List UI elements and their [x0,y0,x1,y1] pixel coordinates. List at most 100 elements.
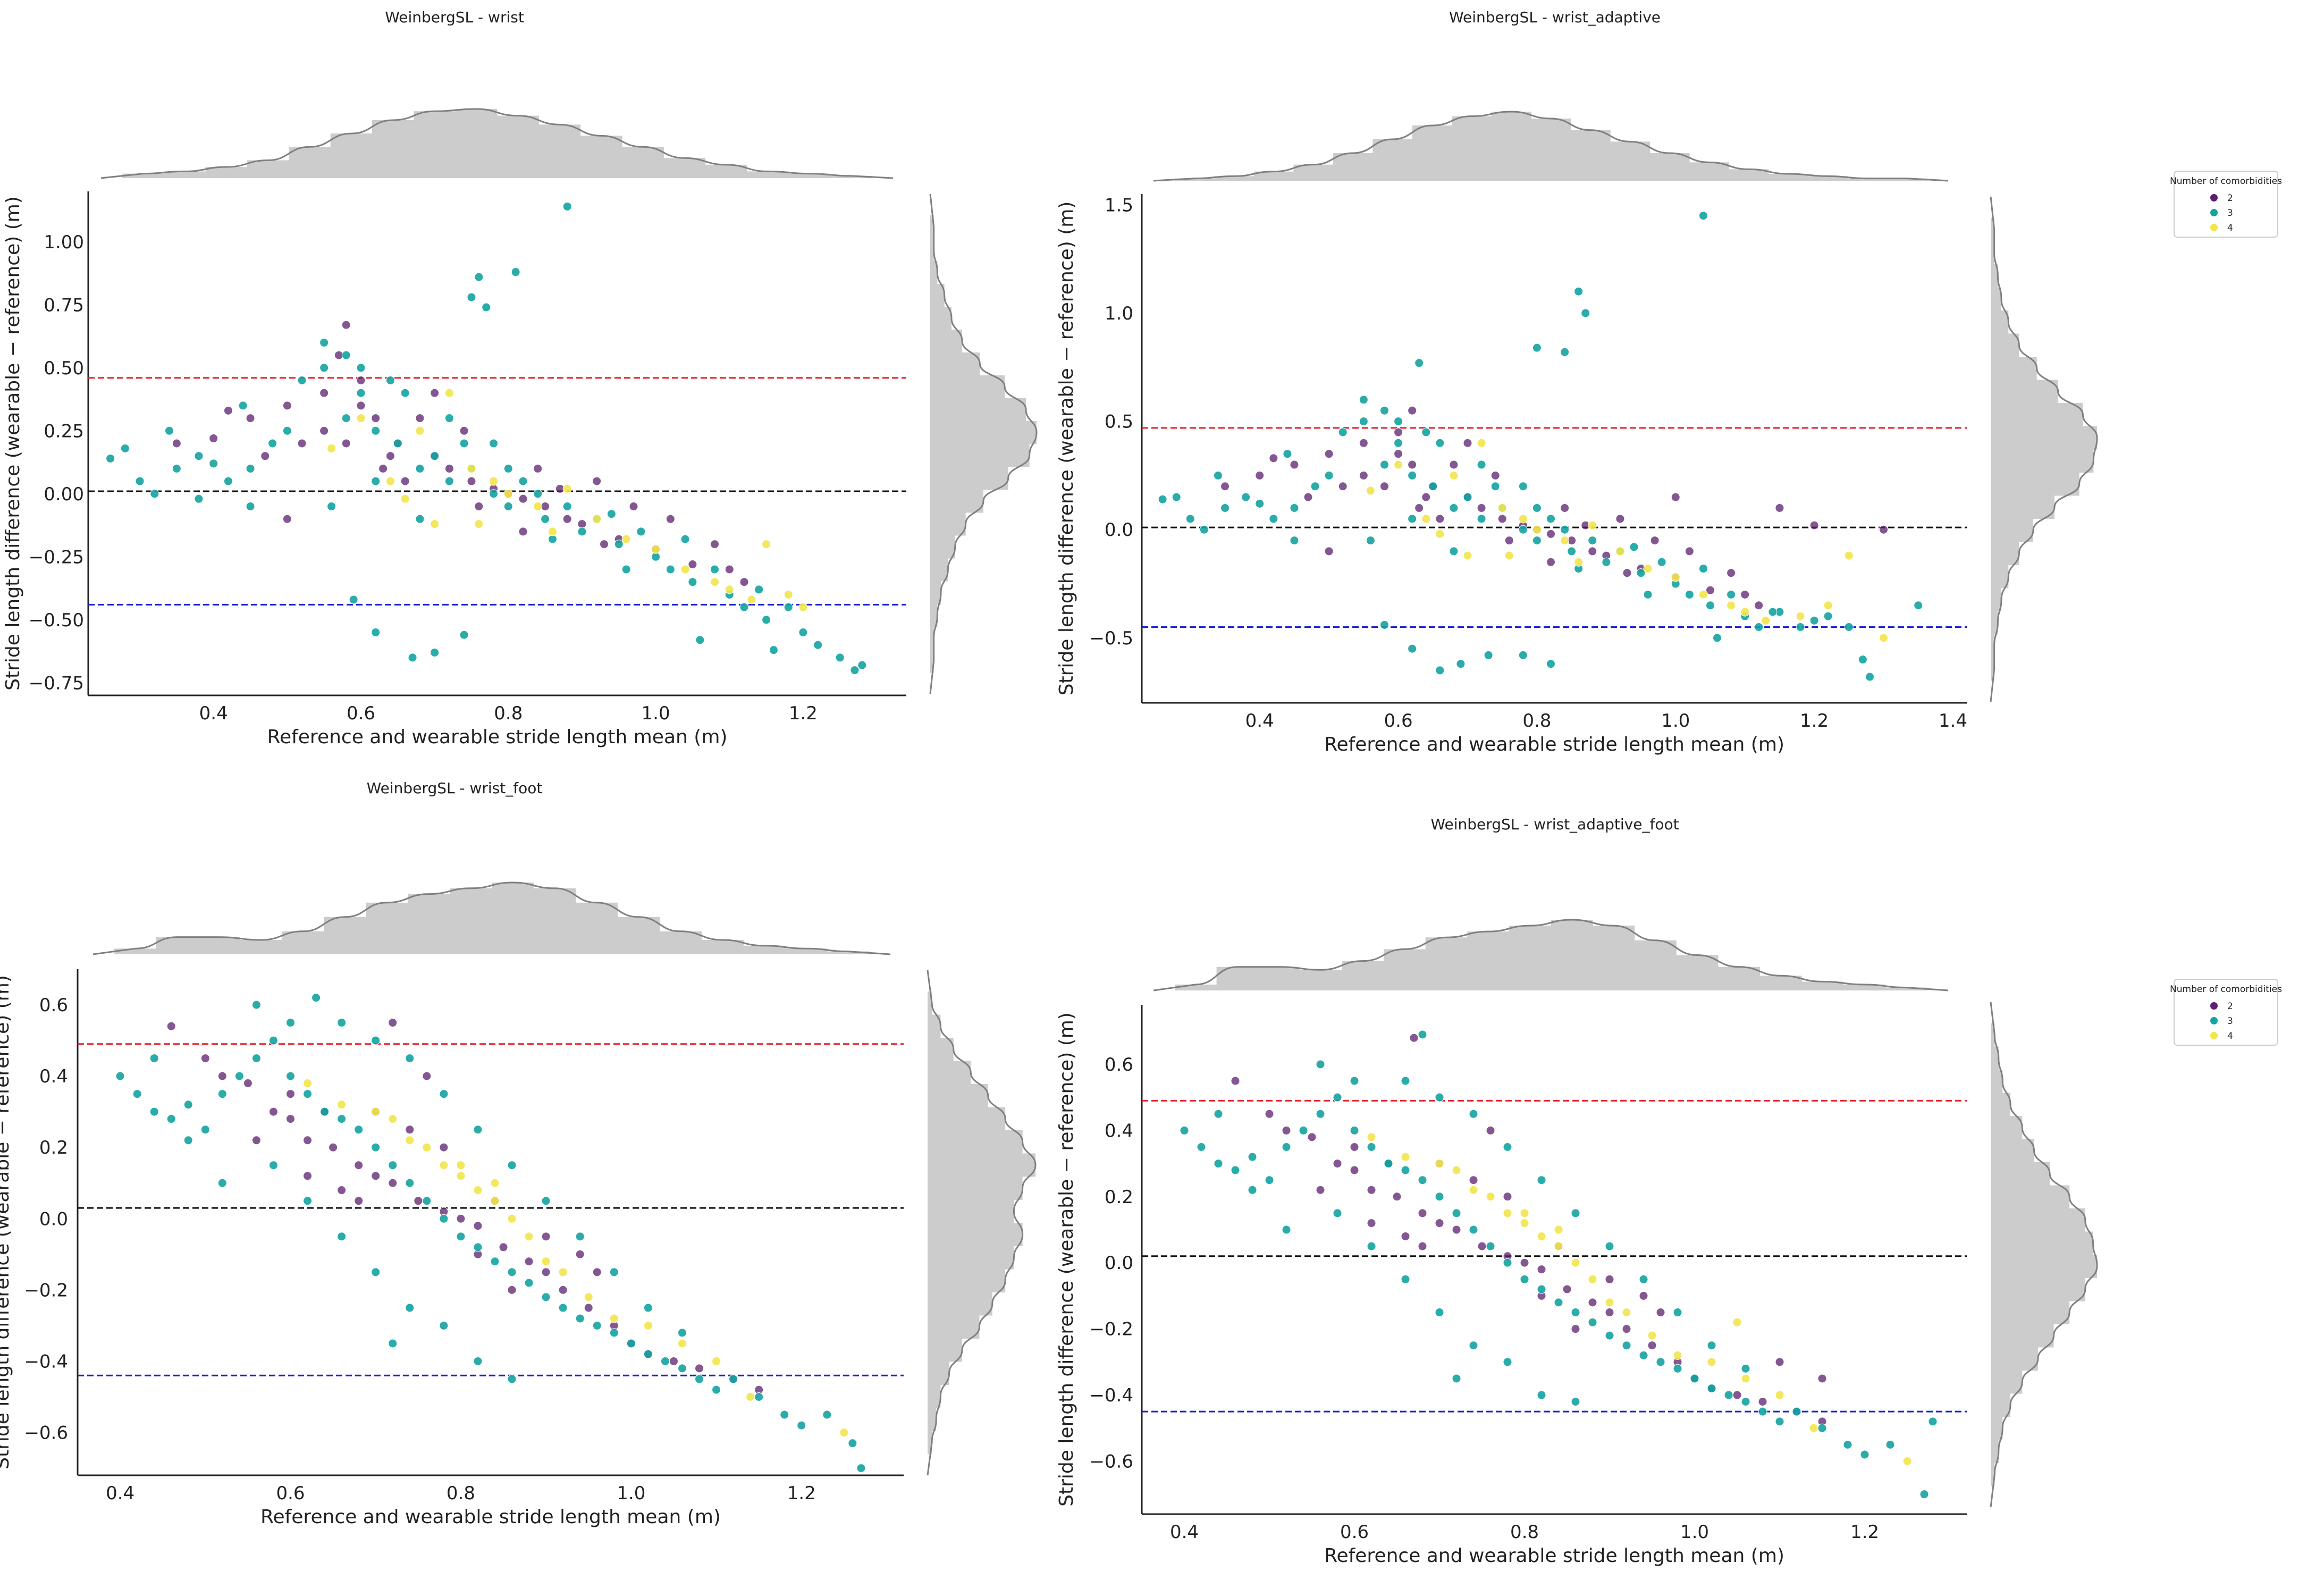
scatter-point-two-comorbidities [1705,585,1715,595]
x-tick-label: 0.8 [1510,1522,1539,1543]
scatter-point-three-comorbidities [473,1356,483,1366]
scatter-point-three-comorbidities [729,1374,738,1384]
scatter-point-two-comorbidities [422,1071,432,1081]
scatter-point-three-comorbidities [1656,1357,1665,1367]
scatter-point-two-comorbidities [217,1071,227,1081]
legend-label: 3 [2227,208,2233,219]
y-histogram-bar [930,375,1005,399]
scatter-point-four-comorbidities [1477,438,1486,448]
scatter-point-four-comorbidities [1463,551,1472,560]
scatter-point-two-comorbidities [499,1242,508,1252]
y-histogram-bar [1991,1301,2070,1324]
scatter-point-outlier [467,292,476,302]
scatter-point-two-comorbidities [1463,438,1472,448]
scatter-point-three-comorbidities [415,514,425,524]
scatter-point-three-comorbidities [1817,1423,1827,1433]
scatter-point-three-comorbidities [1727,590,1736,599]
scatter-point-three-comorbidities [1643,590,1653,599]
scatter-point-three-comorbidities [371,1036,381,1045]
scatter-point-two-comorbidities [1408,460,1417,469]
scatter-point-three-comorbidities [1724,1390,1733,1400]
scatter-point-three-comorbidities [1379,460,1389,469]
scatter-point-outlier [562,201,572,211]
y-histogram-bar [1991,1393,2011,1417]
legend-marker-two [2210,194,2218,201]
legend-title: Number of comorbidities [2170,984,2282,995]
y-histogram-bar [928,1084,988,1107]
scatter-point-three-comorbidities [456,1232,466,1241]
scatter-point-two-comorbidities [1435,1219,1444,1228]
scatter-point-two-comorbidities [1269,453,1278,463]
scatter-point-two-comorbidities [388,1018,398,1028]
scatter-point-three-comorbidities [1537,1175,1546,1185]
x-histogram-bar [1676,955,1719,990]
scatter-point-three-comorbidities [575,1314,585,1323]
x-histogram-bar [366,902,408,954]
scatter-point-four-comorbidities [430,519,440,529]
x-tick-label: 0.8 [447,1483,475,1504]
scatter-point-two-comorbidities [459,426,469,435]
scatter-point-four-comorbidities [1504,551,1514,560]
scatter-point-two-comorbidities [518,527,528,536]
scatter-point-four-comorbidities [1497,503,1507,513]
x-histogram-bar [408,894,450,954]
y-histogram-bar [928,1061,971,1085]
legend-box [2174,171,2278,238]
scatter-point-two-comorbidities [1571,1324,1580,1334]
scatter-point-two-comorbidities [558,1285,568,1295]
scatter-point-three-comorbidities [209,459,218,468]
scatter-point-three-comorbidities [835,653,845,662]
scatter-point-three-comorbidities [614,540,624,549]
scatter-point-two-comorbidities [260,451,270,461]
legend: Number of comorbidities 2 3 4 [2170,171,2282,238]
scatter-point-three-comorbidities [1401,1076,1410,1086]
y-histogram-bar [1991,588,2001,611]
x-marginal-histogram [1153,111,1949,182]
scatter-point-four-comorbidities [643,1321,653,1330]
y-histogram-bar [930,650,934,673]
y-histogram-bar [1991,1278,2085,1301]
scatter-point-three-comorbidities [1283,449,1292,459]
scatter-point-three-comorbidities [489,439,499,448]
scatter-point-two-comorbidities [600,540,609,549]
scatter-point-four-comorbidities [473,1186,483,1195]
x-histogram-bar [1689,162,1730,181]
scatter-point-three-comorbidities [1741,1364,1750,1373]
scatter-point-outlier [1698,211,1708,221]
scatter-point-four-comorbidities [1605,1298,1614,1307]
panel-4: WeinbergSL - wrist_adaptive_foot 0.4 0.6 0.… [1056,816,2282,1567]
scatter-point-two-comorbidities [1359,438,1368,448]
y-histogram-bar [1991,1208,2085,1232]
y-histogram-bar [930,215,934,239]
scatter-point-four-comorbidities [1732,1317,1742,1327]
scatter-point-two-comorbidities [1408,406,1417,415]
y-histogram-bar [928,1431,932,1455]
scatter-point-three-comorbidities [341,350,351,360]
scatter-point-three-comorbidities [769,645,778,655]
y-histogram-bar [930,307,952,330]
scatter-point-three-comorbidities [1394,417,1403,426]
scatter-point-three-comorbidities [558,1303,568,1313]
y-histogram-bar [930,421,1037,444]
y-tick-label: 1.0 [1105,303,1133,324]
scatter-point-three-comorbidities [1452,1374,1461,1383]
scatter-point-three-comorbidities [132,1089,142,1099]
scatter-point-two-comorbidities [371,414,381,423]
x-histogram-bar [538,124,581,178]
scatter-point-three-comorbidities [388,1161,398,1170]
scatter-point-three-comorbidities [286,1018,296,1028]
scatter-point-two-comorbidities [1282,1125,1291,1135]
scatter-point-three-comorbidities [848,1439,857,1448]
scatter-point-outlier [1574,287,1584,296]
scatter-point-three-comorbidities [575,1232,585,1241]
x-histogram-bar [1887,178,1927,181]
scatter-point-two-comorbidities [430,388,440,398]
scatter-point-three-comorbidities [1350,1076,1359,1086]
scatter-point-two-comorbidities [541,1232,551,1241]
scatter-point-three-comorbidities [1622,1341,1631,1350]
scatter-point-three-comorbidities [303,1196,313,1206]
scatter-point-four-comorbidities [388,1114,398,1124]
y-histogram-bar [1991,287,2001,311]
y-tick-label: −0.2 [24,1280,68,1301]
scatter-point-outlier [511,267,520,277]
